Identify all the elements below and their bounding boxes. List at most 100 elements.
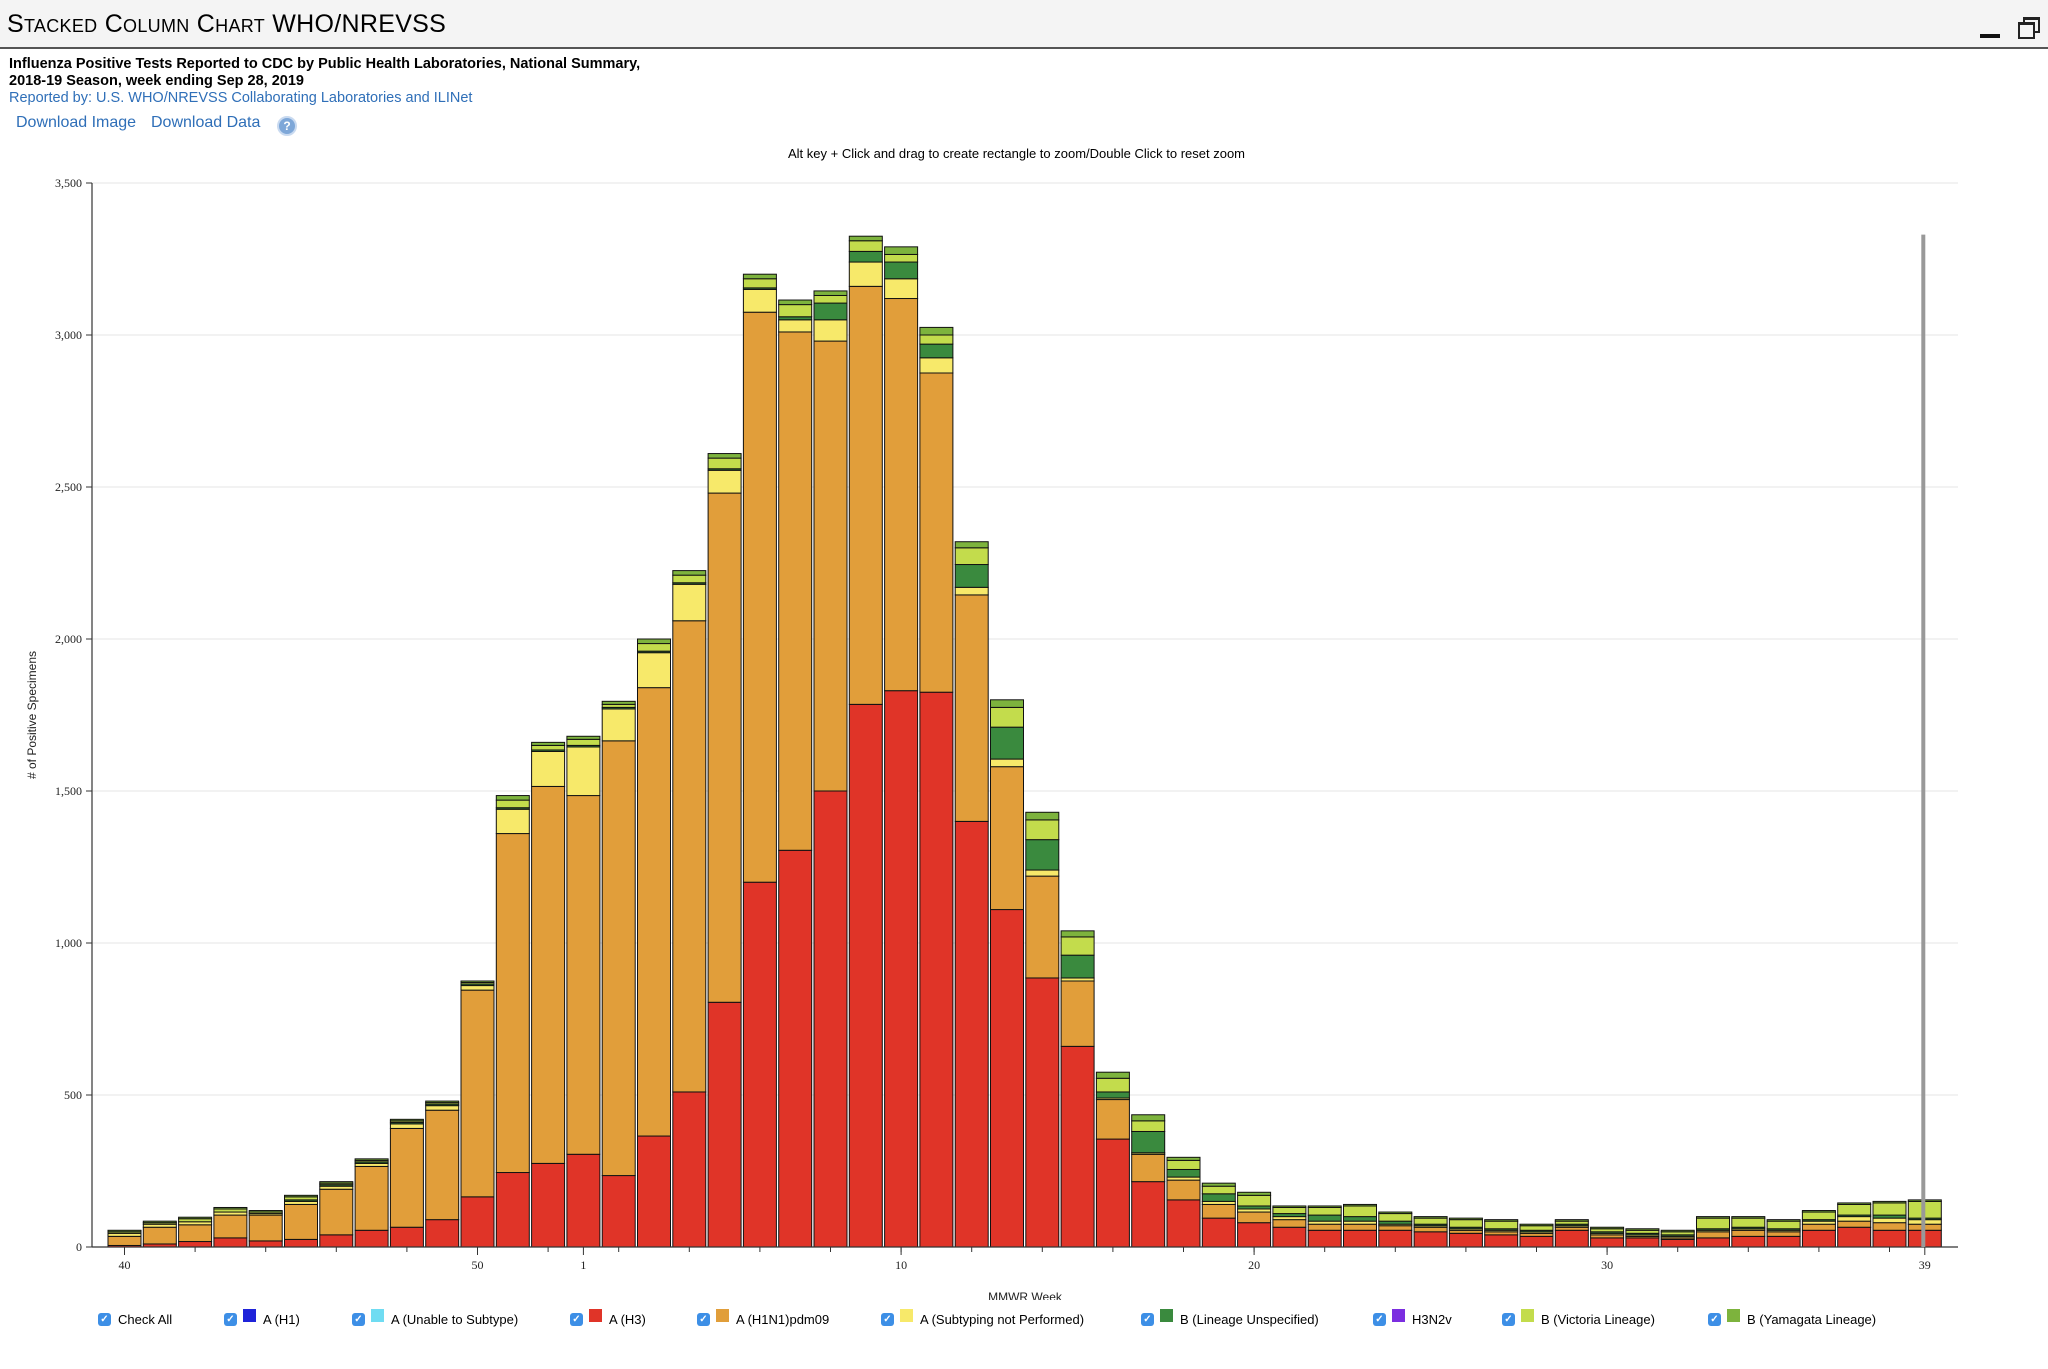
checkbox-icon[interactable]: ✓: [881, 1313, 894, 1326]
bar-segment[interactable]: [1837, 1220, 1872, 1228]
bar-segment[interactable]: [1025, 977, 1060, 1248]
bar-segment[interactable]: [778, 849, 813, 1248]
bar-segment[interactable]: [601, 708, 636, 742]
checkbox-icon[interactable]: ✓: [570, 1313, 583, 1326]
bar-segment[interactable]: [1307, 1214, 1342, 1222]
bar-segment[interactable]: [319, 1181, 354, 1184]
bar-segment[interactable]: [354, 1158, 389, 1161]
bar-segment[interactable]: [707, 453, 742, 459]
bar-segment[interactable]: [1378, 1225, 1413, 1231]
bar-segment[interactable]: [1378, 1213, 1413, 1222]
bar-segment[interactable]: [1378, 1229, 1413, 1248]
bar-segment[interactable]: [1095, 1077, 1130, 1093]
bar-segment[interactable]: [601, 700, 636, 705]
bar-segment[interactable]: [566, 735, 601, 740]
checkbox-icon[interactable]: ✓: [1373, 1313, 1386, 1326]
bar-segment[interactable]: [531, 785, 566, 1164]
bar-segment[interactable]: [778, 331, 813, 851]
bar-segment[interactable]: [495, 808, 530, 835]
bar-segment[interactable]: [1519, 1235, 1554, 1248]
bar-segment[interactable]: [389, 1127, 424, 1228]
bar-segment[interactable]: [1131, 1153, 1166, 1183]
bar-segment[interactable]: [1378, 1211, 1413, 1215]
bar-segment[interactable]: [107, 1235, 142, 1246]
bar-segment[interactable]: [284, 1203, 318, 1240]
bar-segment[interactable]: [742, 273, 777, 280]
bar-segment[interactable]: [1343, 1229, 1377, 1248]
checkbox-icon[interactable]: ✓: [1502, 1313, 1515, 1326]
bar-segment[interactable]: [284, 1238, 318, 1248]
bar-segment[interactable]: [848, 250, 883, 263]
bar-segment[interactable]: [1731, 1216, 1766, 1219]
bar-segment[interactable]: [1307, 1205, 1342, 1208]
bar-segment[interactable]: [1025, 819, 1060, 841]
bar-segment[interactable]: [1095, 1099, 1130, 1140]
bar-segment[interactable]: [142, 1226, 177, 1245]
bar-segment[interactable]: [1201, 1182, 1236, 1187]
bar-segment[interactable]: [178, 1224, 213, 1243]
bar-segment[interactable]: [954, 586, 989, 596]
bar-segment[interactable]: [778, 304, 813, 318]
bar-segment[interactable]: [1343, 1223, 1377, 1231]
bar-segment[interactable]: [1025, 875, 1060, 979]
bar-segment[interactable]: [1696, 1216, 1730, 1219]
bar-segment[interactable]: [495, 795, 530, 801]
bar-segment[interactable]: [354, 1229, 389, 1248]
bar-segment[interactable]: [742, 311, 777, 883]
bar-segment[interactable]: [990, 706, 1024, 728]
bar-segment[interactable]: [813, 340, 848, 792]
bar-segment[interactable]: [919, 691, 954, 1248]
bar-segment[interactable]: [389, 1123, 424, 1129]
bar-segment[interactable]: [1095, 1071, 1130, 1079]
bar-segment[interactable]: [1731, 1217, 1766, 1228]
bar-segment[interactable]: [1166, 1199, 1201, 1248]
bar-segment[interactable]: [1272, 1219, 1307, 1228]
bar-segment[interactable]: [1095, 1138, 1130, 1248]
bar-segment[interactable]: [1060, 980, 1095, 1047]
bar-segment[interactable]: [1766, 1219, 1801, 1222]
bar-segment[interactable]: [1413, 1217, 1448, 1225]
bar-segment[interactable]: [1660, 1238, 1695, 1248]
bar-segment[interactable]: [460, 989, 495, 1198]
bar-segment[interactable]: [1307, 1229, 1342, 1248]
bar-segment[interactable]: [319, 1188, 354, 1236]
bar-segment[interactable]: [1201, 1203, 1236, 1219]
bar-segment[interactable]: [990, 699, 1024, 708]
bar-segment[interactable]: [954, 541, 989, 549]
bar-segment[interactable]: [1872, 1217, 1907, 1224]
bar-segment[interactable]: [848, 285, 883, 705]
checkbox-icon[interactable]: ✓: [224, 1313, 237, 1326]
bar-segment[interactable]: [1237, 1211, 1272, 1224]
bar-segment[interactable]: [954, 564, 989, 588]
bar-segment[interactable]: [1060, 954, 1095, 979]
bar-segment[interactable]: [990, 909, 1024, 1248]
bar-segment[interactable]: [389, 1226, 424, 1248]
bar-segment[interactable]: [1837, 1202, 1872, 1205]
bar-segment[interactable]: [778, 319, 813, 333]
bar-segment[interactable]: [248, 1214, 283, 1242]
download-image-link[interactable]: Download Image: [16, 114, 137, 131]
bar-segment[interactable]: [919, 343, 954, 359]
bar-segment[interactable]: [1060, 1045, 1095, 1248]
bar-segment[interactable]: [1237, 1194, 1272, 1207]
bar-segment[interactable]: [1731, 1235, 1766, 1248]
bar-segment[interactable]: [954, 820, 989, 1248]
bar-segment[interactable]: [672, 583, 707, 622]
bar-segment[interactable]: [1131, 1120, 1166, 1132]
bar-segment[interactable]: [460, 980, 495, 984]
bar-segment[interactable]: [1872, 1202, 1907, 1216]
bar-segment[interactable]: [919, 357, 954, 374]
bar-segment[interactable]: [1060, 936, 1095, 956]
reported-by-link[interactable]: Reported by: U.S. WHO/NREVSS Collaborati…: [9, 90, 473, 106]
bar-segment[interactable]: [319, 1234, 354, 1248]
bar-segment[interactable]: [1519, 1223, 1554, 1227]
bar-segment[interactable]: [1590, 1237, 1625, 1248]
bar-segment[interactable]: [1025, 811, 1060, 821]
checkbox-icon[interactable]: ✓: [98, 1313, 111, 1326]
download-data-link[interactable]: Download Data: [151, 114, 261, 131]
bar-segment[interactable]: [919, 326, 954, 336]
bar-segment[interactable]: [1625, 1237, 1660, 1248]
bar-segment[interactable]: [531, 744, 566, 751]
bar-segment[interactable]: [637, 687, 671, 1137]
bar-segment[interactable]: [1095, 1091, 1130, 1099]
